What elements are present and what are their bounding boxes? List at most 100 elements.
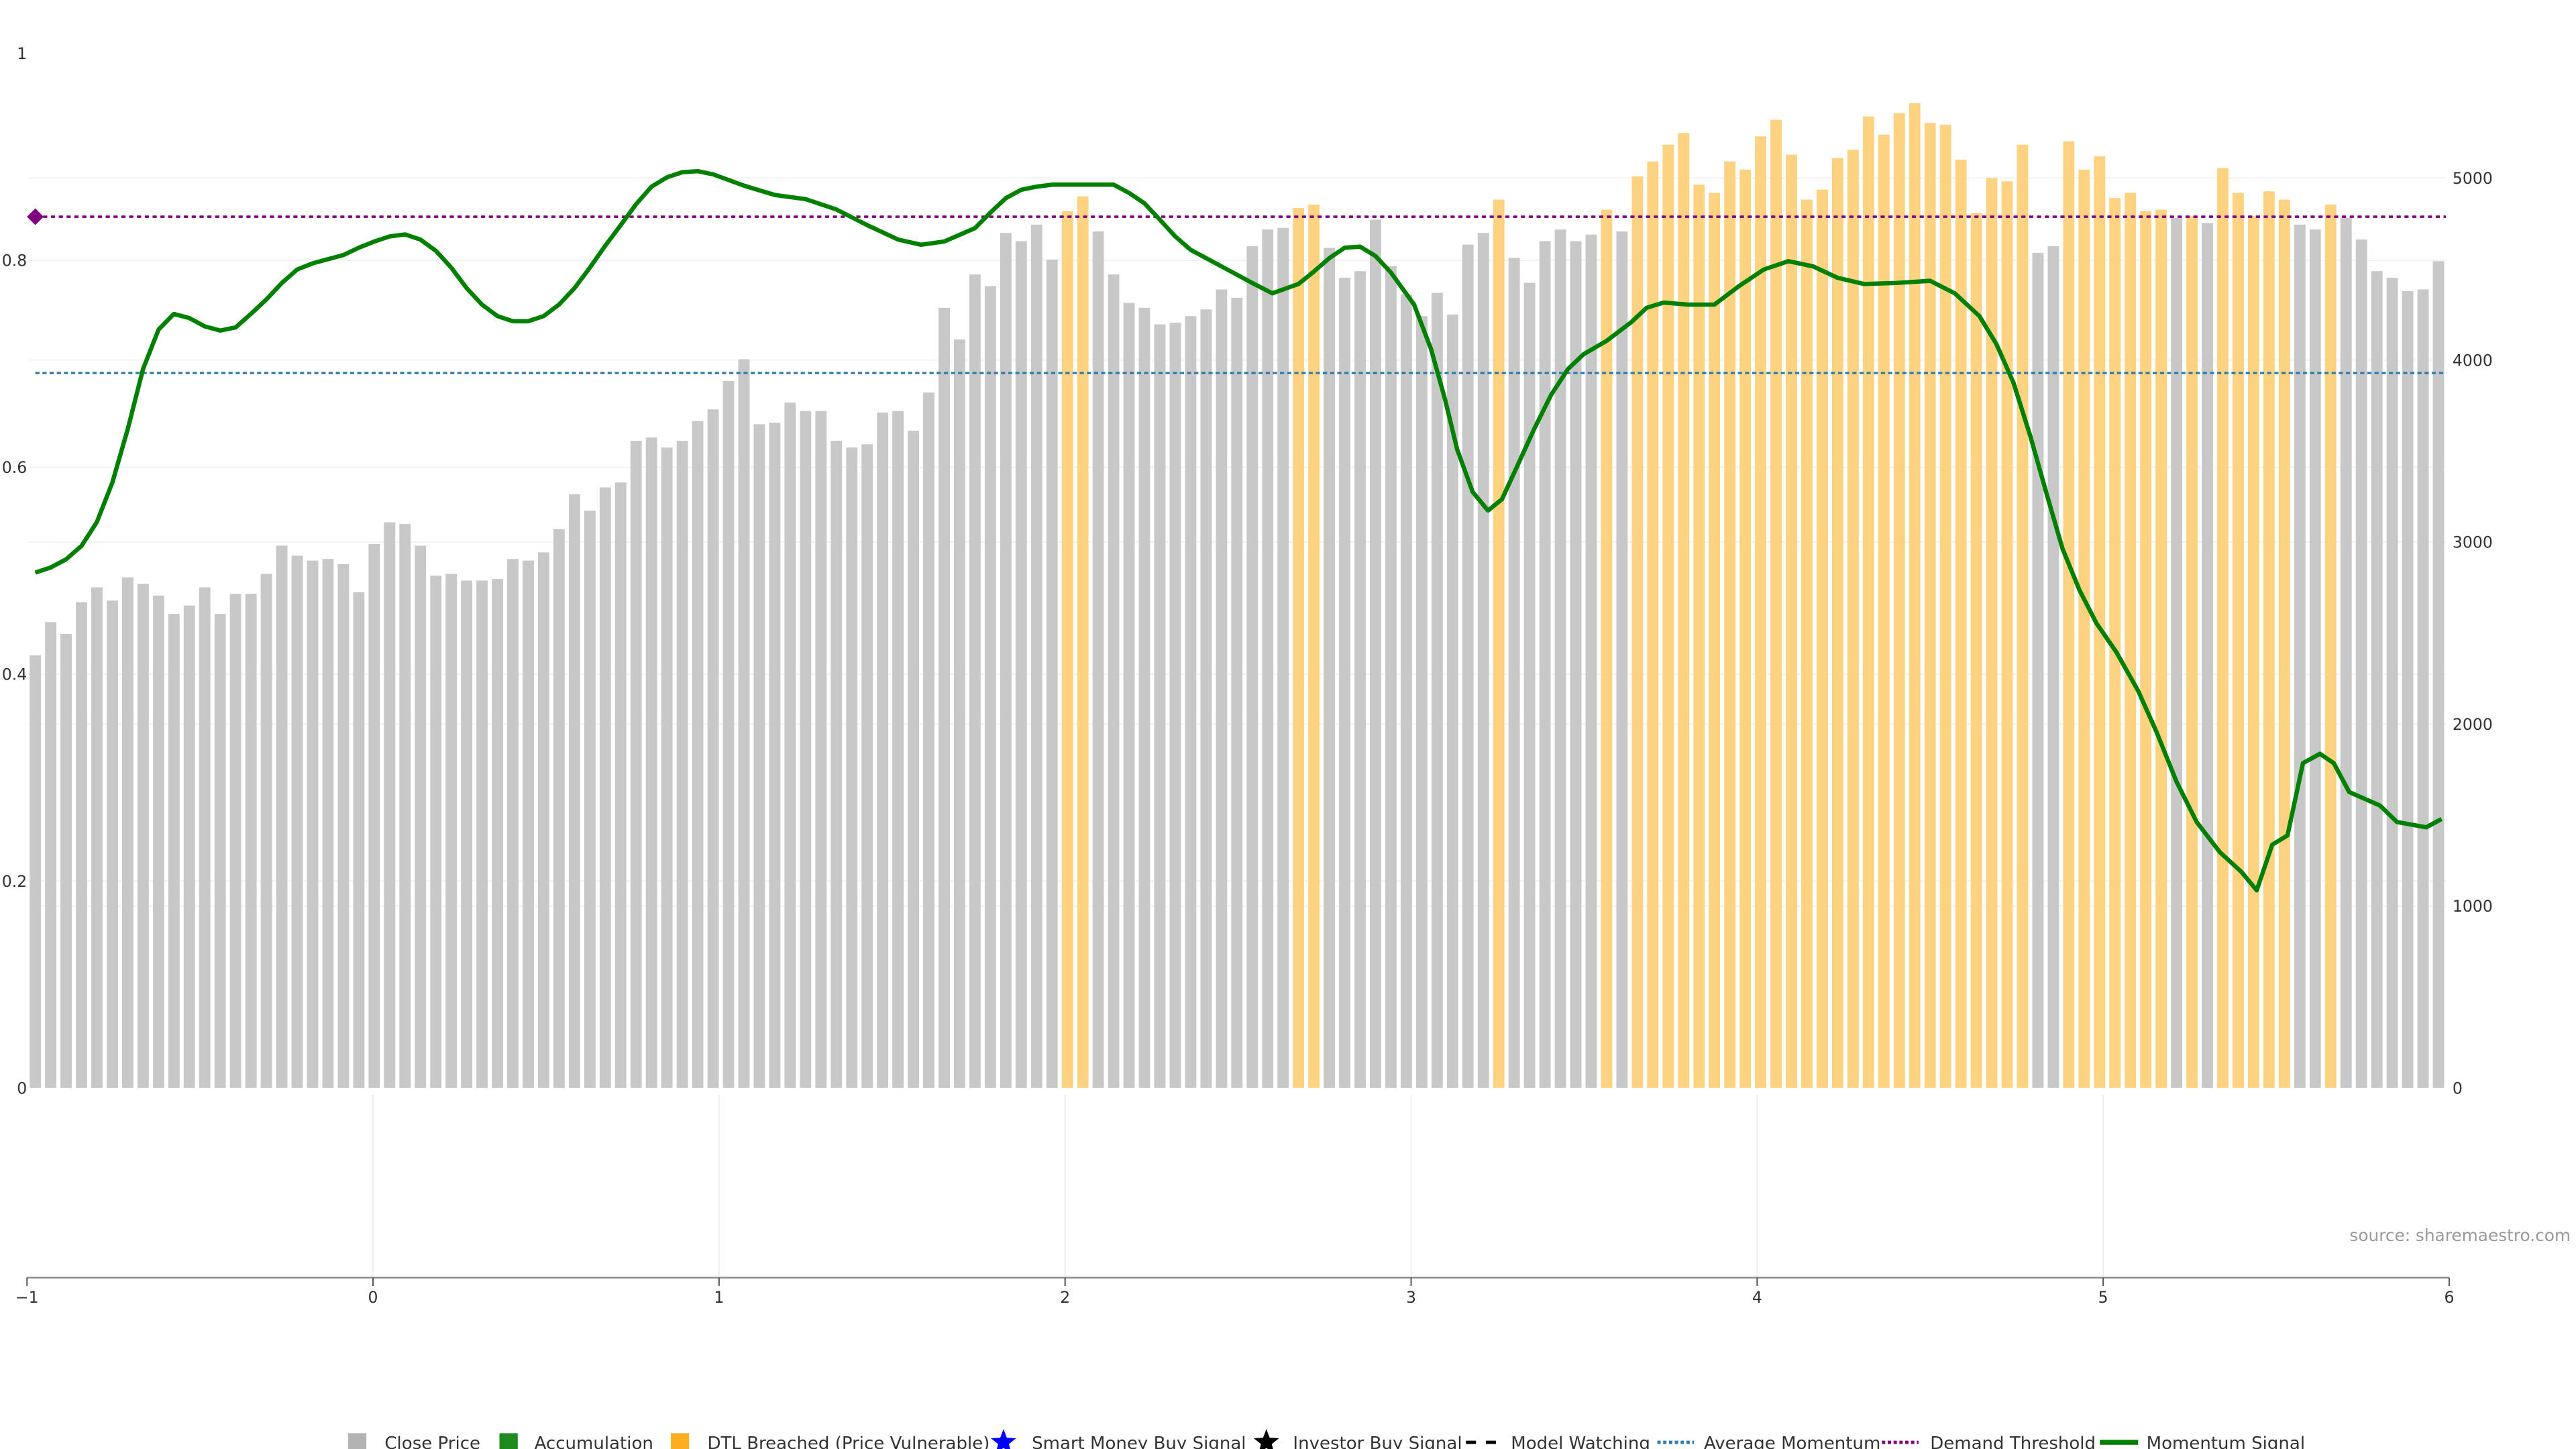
close-price-bar — [384, 522, 396, 1088]
dtl-breached-bar — [2233, 193, 2244, 1088]
close-price-bar — [399, 524, 411, 1088]
close-price-bar — [76, 602, 87, 1088]
x-axis-tick-label: 0 — [368, 1288, 378, 1307]
close-price-bar — [1154, 324, 1166, 1088]
dtl-breached-bar — [2017, 144, 2029, 1088]
close-price-bar — [1446, 314, 1458, 1088]
x-axis-tick-label: 6 — [2444, 1288, 2454, 1307]
close-price-bar — [1385, 266, 1397, 1088]
dtl-breached-bar — [1709, 193, 1721, 1088]
close-price-bar — [507, 559, 519, 1088]
x-axis-tick-label: 5 — [2098, 1288, 2108, 1307]
dtl-breached-bar — [2263, 191, 2275, 1088]
x-axis-tick-label: 3 — [1406, 1288, 1416, 1307]
legend-square-icon — [499, 1433, 518, 1449]
dtl-breached-bar — [1631, 176, 1644, 1088]
close-price-bar — [1585, 234, 1597, 1088]
close-price-bar — [1277, 227, 1289, 1088]
right-axis-tick-label: 4000 — [2453, 351, 2493, 370]
dtl-breached-bar — [2140, 211, 2152, 1088]
close-price-bar — [645, 437, 657, 1088]
close-price-bar — [707, 409, 719, 1088]
close-price-bar — [1000, 233, 1012, 1088]
left-axis-tick-label: 0.6 — [2, 458, 27, 477]
close-price-bar — [2340, 217, 2352, 1088]
dtl-breached-bar — [1601, 209, 1613, 1088]
close-price-bar — [107, 600, 118, 1088]
legend-label: Model Watching — [1511, 1434, 1650, 1449]
dtl-breached-bar — [2217, 168, 2229, 1088]
close-price-bar — [1046, 259, 1058, 1088]
close-price-bar — [415, 545, 427, 1088]
close-price-bar — [1030, 224, 1042, 1088]
close-price-bar — [91, 587, 103, 1088]
legend-item: Accumulation — [499, 1433, 653, 1449]
close-price-bar — [1339, 278, 1350, 1088]
dtl-breached-bar — [1662, 144, 1674, 1088]
dtl-breached-bar — [1077, 196, 1089, 1088]
close-price-bar — [738, 359, 750, 1088]
dtl-breached-bar — [1061, 211, 1073, 1088]
close-price-bar — [2047, 246, 2059, 1088]
close-price-bar — [1015, 241, 1027, 1088]
legend-item: Demand Threshold — [1882, 1434, 2096, 1449]
close-price-bar — [1185, 316, 1197, 1088]
dtl-breached-bar — [2001, 181, 2013, 1088]
dtl-breached-bar — [2078, 169, 2090, 1088]
right-axis-tick-label: 0 — [2453, 1079, 2463, 1098]
close-price-bar — [908, 431, 920, 1088]
x-axis-tick-label: 1 — [714, 1288, 724, 1307]
left-axis-tick-label: 0.2 — [2, 872, 27, 891]
close-price-bar — [692, 421, 704, 1088]
right-axis-tick-label: 3000 — [2453, 533, 2493, 552]
dtl-breached-bar — [1924, 123, 1936, 1088]
legend-square-icon — [347, 1433, 367, 1449]
close-price-bar — [1092, 231, 1104, 1088]
close-price-bar — [445, 574, 458, 1088]
close-price-bar — [137, 584, 149, 1088]
close-price-bar — [337, 564, 350, 1088]
close-price-bar — [1400, 294, 1412, 1088]
close-price-bar — [152, 595, 164, 1088]
close-price-bar — [2432, 261, 2445, 1088]
legend-item: Smart Money Buy Signal — [991, 1429, 1246, 1449]
close-price-bar — [430, 576, 442, 1088]
close-price-bar — [877, 413, 889, 1088]
close-price-bar — [892, 411, 904, 1088]
close-price-bar — [1246, 246, 1258, 1088]
dtl-breached-bar — [2063, 141, 2075, 1088]
close-price-bar — [846, 447, 858, 1088]
right-axis-tick-label: 5000 — [2453, 169, 2493, 188]
close-price-bar — [861, 444, 873, 1088]
legend-star-icon — [991, 1429, 1016, 1449]
legend-star-icon — [1253, 1429, 1279, 1449]
x-axis-tick-label: 4 — [1752, 1288, 1762, 1307]
dtl-breached-bar — [1862, 116, 1874, 1088]
close-price-bar — [60, 633, 72, 1088]
close-price-bar — [584, 511, 596, 1088]
close-price-bar — [800, 411, 812, 1088]
close-price-bar — [815, 411, 827, 1088]
close-price-bar — [214, 614, 226, 1088]
legend-item: Momentum Signal — [2100, 1434, 2305, 1449]
dtl-breached-bar — [1739, 169, 1752, 1088]
dtl-breached-bar — [1770, 119, 1782, 1088]
close-price-bar — [1216, 289, 1228, 1088]
close-price-bar — [45, 622, 57, 1088]
legend-label: Close Price — [384, 1434, 480, 1449]
legend-square-icon — [670, 1433, 690, 1449]
dtl-breached-bar — [2109, 198, 2121, 1088]
dtl-breached-bar — [1308, 204, 1320, 1088]
close-price-bar — [923, 392, 934, 1088]
close-price-bar — [969, 274, 981, 1088]
dtl-breached-bar — [1893, 113, 1905, 1088]
dtl-breached-bar — [2278, 199, 2290, 1088]
dtl-breached-bar — [1955, 159, 1967, 1088]
dtl-breached-bar — [1493, 199, 1505, 1088]
dtl-breached-bar — [1647, 161, 1659, 1088]
close-price-bar — [784, 402, 796, 1088]
axes: 0 0.2 0.4 0.6 0.8 1 0 1000 2000 3000 4000 5000 −1 0 1 2… — [2, 44, 2493, 1307]
right-axis-tick-label: 2000 — [2453, 715, 2493, 734]
dtl-breached-bar — [1786, 154, 1797, 1088]
